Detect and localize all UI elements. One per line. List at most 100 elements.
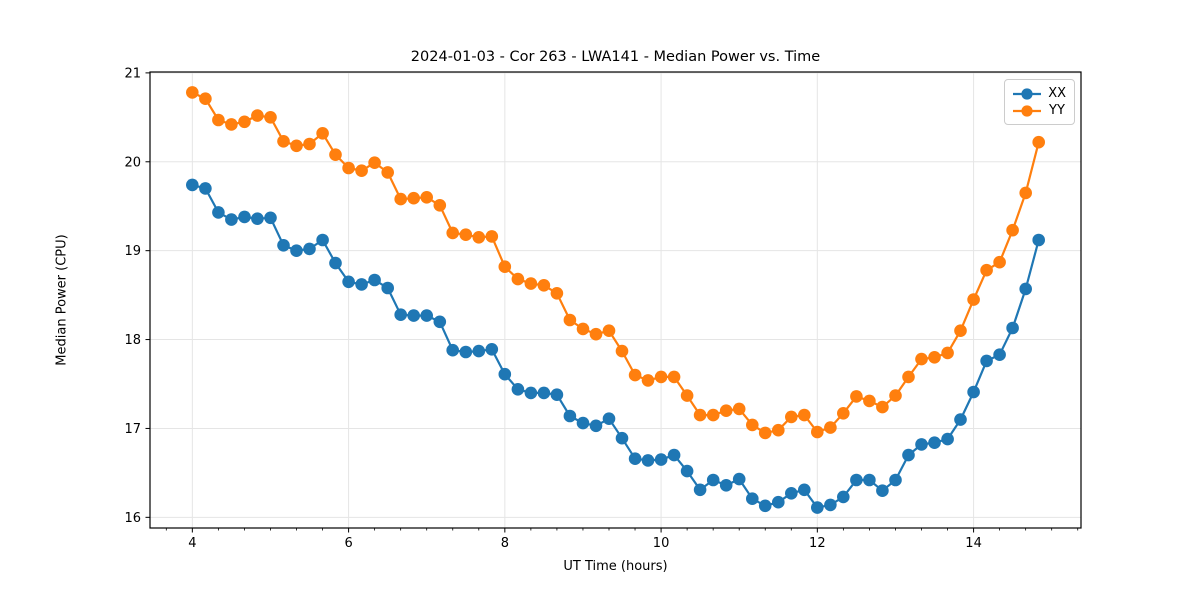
data-point-YY [355,164,368,177]
y-axis-label: Median Power (CPU) [54,234,70,366]
data-point-XX [993,348,1006,362]
data-point-XX [407,309,421,322]
data-point-YY [850,390,863,403]
data-point-YY [980,263,993,277]
data-point-YY [485,230,499,243]
data-point-YY [446,226,460,240]
data-point-YY [563,313,577,327]
data-point-XX [615,431,629,445]
y-tick-label: 18 [124,333,141,348]
data-point-XX [199,182,212,195]
data-point-YY [199,92,212,105]
data-point-YY [667,370,681,384]
data-point-YY [928,351,941,364]
data-point-XX [368,273,381,287]
data-point-YY [225,118,238,131]
data-point-XX [667,448,681,462]
data-point-XX [563,409,577,423]
data-point-YY [472,231,486,244]
data-point-XX [902,448,915,462]
data-point-YY [342,161,355,175]
data-point-XX [381,281,395,295]
data-point-XX [746,492,759,506]
legend: XX YY [1004,79,1075,125]
data-point-YY [732,402,746,416]
data-point-XX [576,416,590,430]
data-point-XX [238,210,251,224]
data-point-YY [758,426,772,440]
data-point-YY [277,135,290,148]
data-point-YY [212,113,225,127]
data-point-XX [837,490,850,504]
data-point-XX [459,345,473,359]
data-point-YY [420,191,434,204]
data-point-XX [863,473,876,487]
x-tick-label: 4 [188,536,196,551]
x-tick-label: 6 [344,536,352,551]
data-point-YY [602,324,616,338]
data-point-XX [811,501,824,514]
data-point-YY [902,370,915,384]
data-point-XX [928,436,941,450]
data-point-XX [889,473,902,487]
data-point-XX [798,483,811,497]
data-point-YY [811,425,824,439]
data-point-XX [498,367,512,381]
data-point-XX [954,413,967,426]
data-point-YY [303,137,316,151]
plot-frame [149,71,1082,529]
data-point-YY [863,394,876,408]
data-point-YY [264,111,277,124]
data-point-YY [290,139,303,153]
data-point-YY [498,260,512,274]
data-point-YY [329,148,342,161]
legend-item-YY[interactable]: YY [1012,102,1066,119]
data-point-YY [251,109,264,122]
data-point-YY [967,293,980,306]
data-point-XX [602,412,616,426]
data-point-YY [915,352,928,366]
data-point-XX [446,343,460,357]
data-point-XX [316,233,329,247]
data-point-YY [589,327,603,341]
data-point-XX [251,212,264,225]
data-point-XX [967,385,980,399]
x-tick-label: 8 [501,536,509,551]
data-point-YY [1019,186,1032,200]
data-point-YY [316,127,329,140]
data-point-XX [1019,282,1032,296]
data-point-XX [212,206,225,219]
data-point-XX [420,309,434,322]
data-point-YY [680,389,694,402]
data-point-XX [303,242,316,256]
data-point-YY [550,287,564,300]
data-point-XX [264,211,277,225]
data-point-XX [706,473,720,487]
data-point-XX [824,498,837,512]
data-point-XX [433,315,447,329]
data-point-YY [706,408,720,422]
data-point-XX [355,278,368,291]
data-point-YY [459,228,473,241]
data-point-XX [394,308,408,322]
series-YY-markers [186,86,1045,440]
data-point-YY [824,421,837,434]
data-point-XX [719,479,733,492]
data-point-YY [954,324,967,338]
data-point-YY [524,277,538,290]
x-minor-ticks [165,528,1079,531]
data-point-YY [381,166,395,179]
data-point-XX [485,343,499,356]
data-point-XX [511,383,525,396]
legend-item-XX[interactable]: XX [1012,85,1066,102]
series-XX-markers [186,178,1045,514]
data-point-XX [537,386,551,400]
data-point-XX [186,178,199,192]
data-point-XX [785,487,798,500]
x-tick-label: 12 [809,536,826,551]
data-point-XX [550,388,564,402]
data-point-XX [693,483,707,497]
data-point-YY [746,418,759,432]
data-point-XX [1032,233,1045,247]
